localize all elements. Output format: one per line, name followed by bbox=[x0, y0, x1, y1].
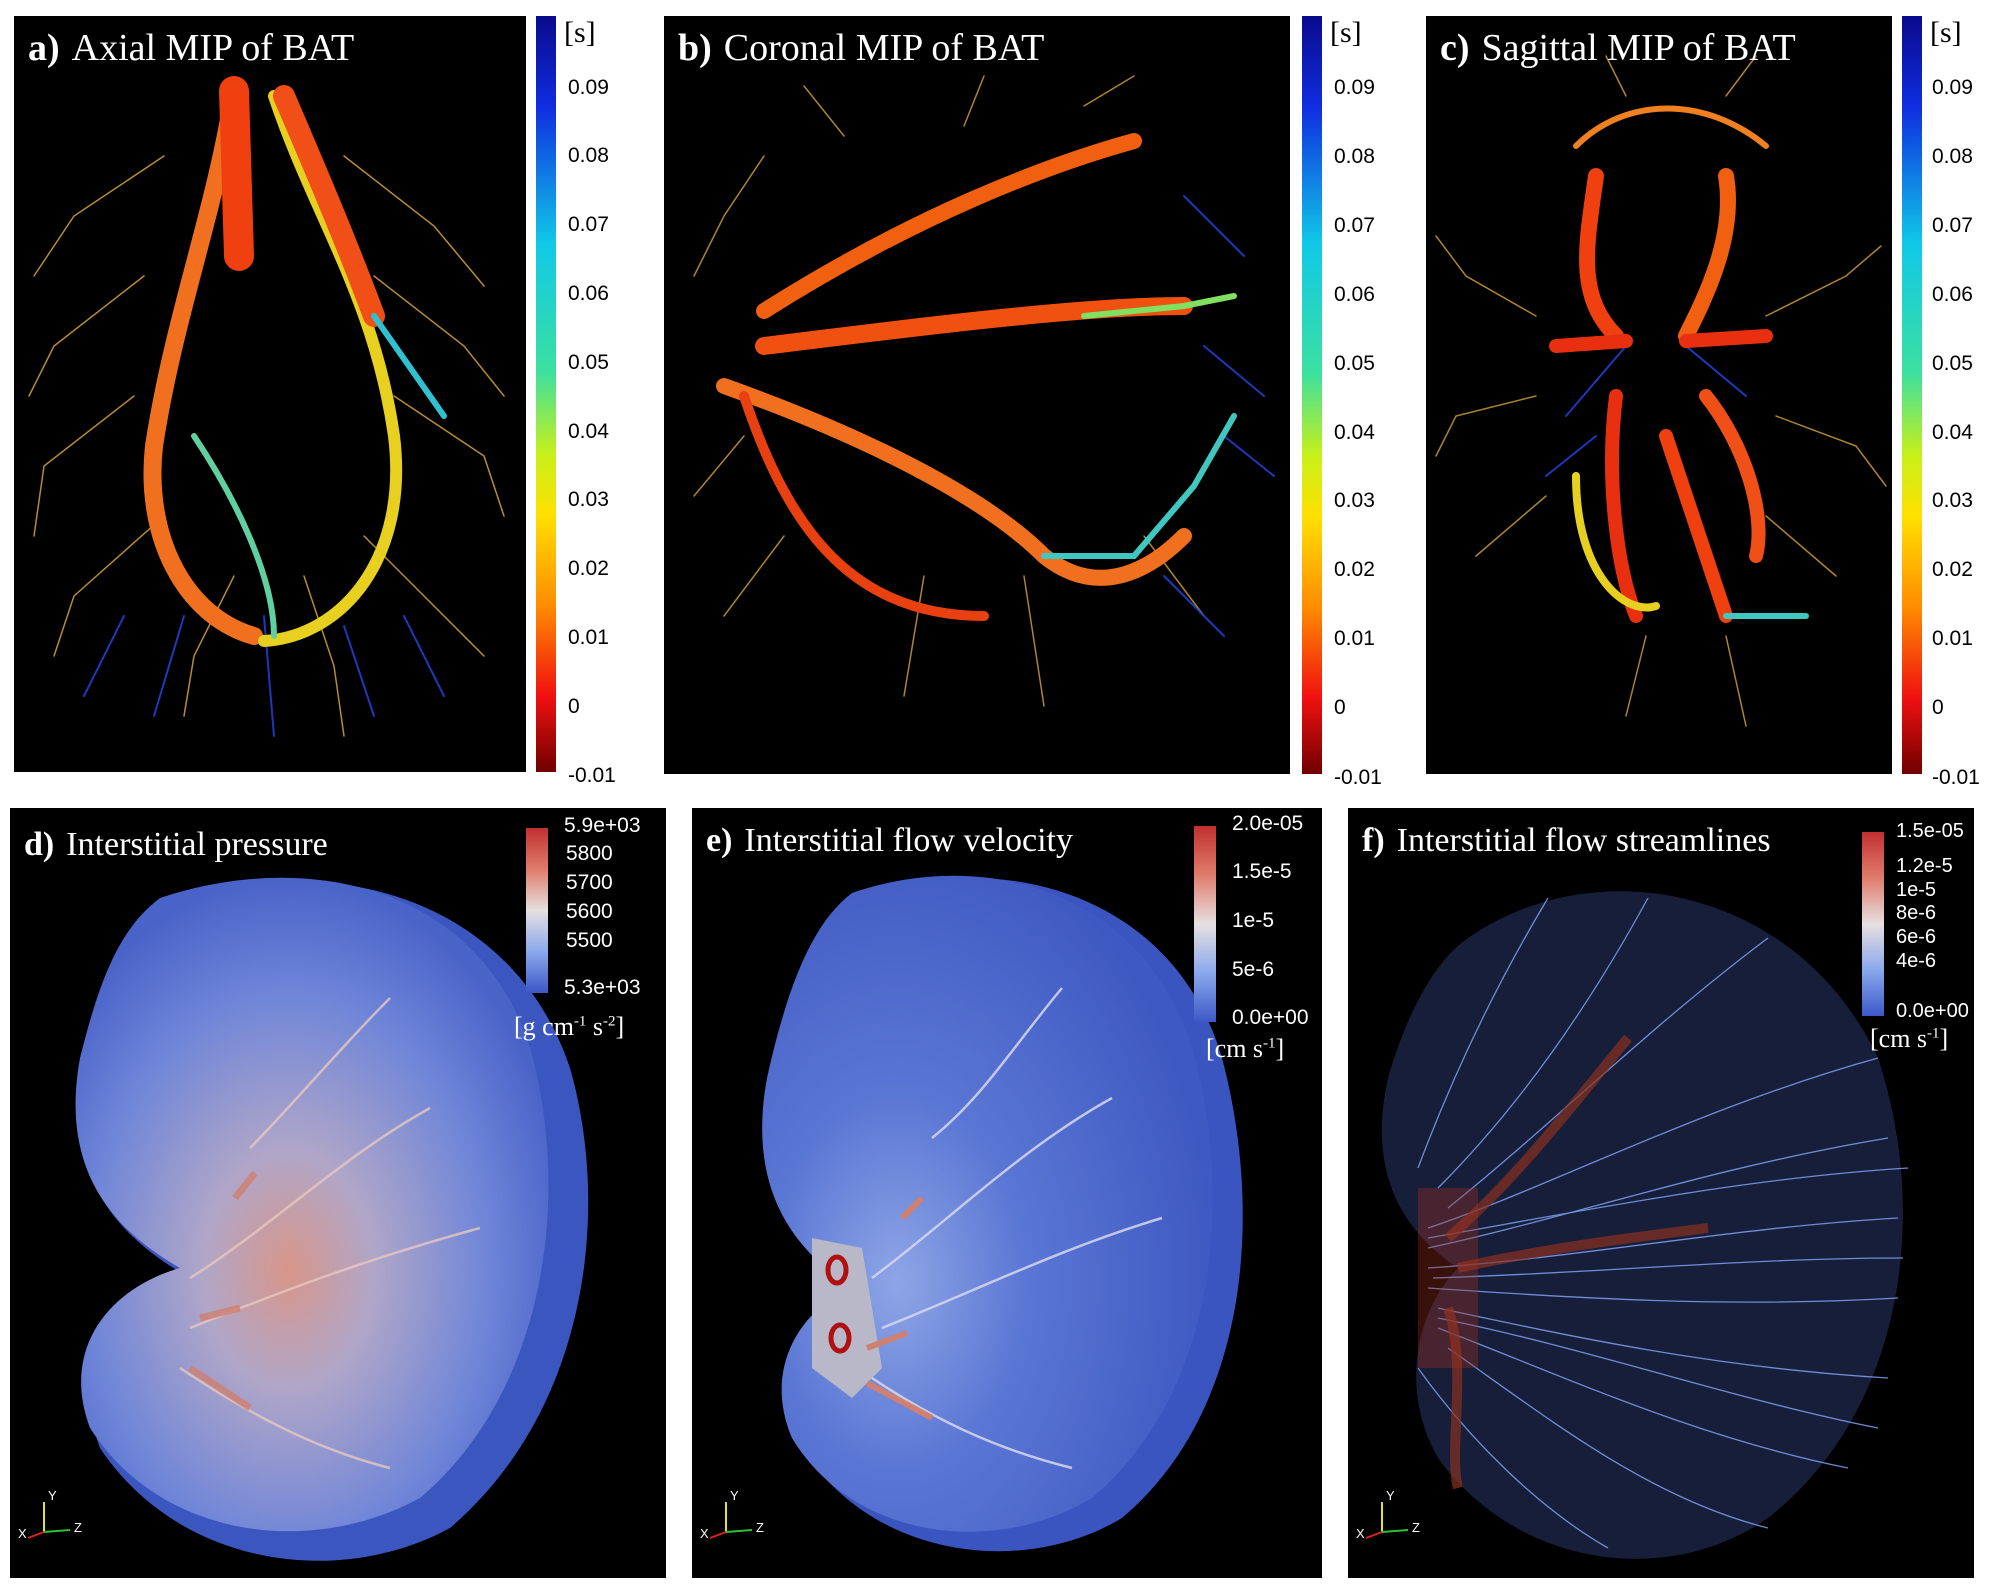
panel-b-colorbar: [s] 0.09 0.08 0.07 0.06 0.05 0.04 0.03 0… bbox=[1302, 16, 1412, 789]
panel-d-interstitial-pressure: d) Interstitial pressure 5.9e+03 5800 570… bbox=[10, 808, 666, 1578]
axis-y-label: Y bbox=[730, 1488, 739, 1503]
panel-c-tick-3: 0.06 bbox=[1932, 283, 1973, 306]
axial-vessel-render bbox=[28, 76, 505, 737]
panel-f-tick-5: 4e-6 bbox=[1896, 950, 1937, 972]
panel-c-colorbar-unit: [s] bbox=[1930, 16, 1962, 49]
axis-z-label: Z bbox=[1412, 1520, 1420, 1535]
panel-a-tick-5: 0.04 bbox=[568, 420, 609, 443]
panel-b-tick-9: 0 bbox=[1334, 696, 1346, 719]
panel-e-label: e) Interstitial flow velocity bbox=[706, 822, 1073, 859]
panel-c-tick-2: 0.07 bbox=[1932, 214, 1973, 237]
panel-f-label: f) Interstitial flow streamlines bbox=[1362, 822, 1771, 859]
panel-a-label: a) Axial MIP of BAT bbox=[28, 27, 355, 69]
panel-a-tick-3: 0.06 bbox=[568, 282, 609, 305]
panel-a-tick-8: 0.01 bbox=[568, 626, 609, 649]
panel-e-tick-2: 1e-5 bbox=[1232, 909, 1275, 932]
pressure-kidney-render bbox=[75, 877, 589, 1561]
axis-y-label: Y bbox=[1386, 1488, 1395, 1503]
velocity-kidney-render bbox=[762, 875, 1243, 1552]
panel-f-tick-1: 1.2e-5 bbox=[1896, 855, 1953, 877]
panel-a-tick-9: 0 bbox=[568, 695, 580, 718]
panel-a-colorbar-unit: [s] bbox=[564, 16, 596, 49]
panel-e-colorbar bbox=[1194, 826, 1216, 1022]
panel-a-tick-6: 0.03 bbox=[568, 488, 609, 511]
panel-c-tick-0: 0.09 bbox=[1932, 76, 1973, 99]
axis-z-label: Z bbox=[74, 1520, 82, 1535]
panel-f-colorbar bbox=[1862, 832, 1884, 1016]
panel-b-label: b) Coronal MIP of BAT bbox=[678, 27, 1045, 69]
panel-e-orientation-axes: Y X Z bbox=[700, 1484, 770, 1544]
panel-f-tick-3: 8e-6 bbox=[1896, 902, 1937, 924]
axis-x-label: X bbox=[18, 1526, 27, 1541]
panel-b-tick-7: 0.02 bbox=[1334, 558, 1375, 581]
panel-e-tick-1: 1.5e-5 bbox=[1232, 860, 1292, 883]
panel-f-tick-6: 0.0e+00 bbox=[1896, 1000, 1969, 1022]
panel-e-tick-3: 5e-6 bbox=[1232, 958, 1275, 981]
panel-c-colorbar: [s] 0.09 0.08 0.07 0.06 0.05 0.04 0.03 0… bbox=[1902, 16, 2002, 789]
panel-c-tick-8: 0.01 bbox=[1932, 627, 1973, 650]
panel-b-colorbar-unit: [s] bbox=[1330, 16, 1362, 49]
panel-b-tick-3: 0.06 bbox=[1334, 283, 1375, 306]
panel-b-tick-5: 0.04 bbox=[1334, 421, 1375, 444]
panel-f-unit: [cm s-1] bbox=[1870, 1024, 1949, 1053]
panel-a-tick-4: 0.05 bbox=[568, 351, 609, 374]
panel-b-tick-6: 0.03 bbox=[1334, 489, 1375, 512]
panel-c-tick-4: 0.05 bbox=[1932, 352, 1973, 375]
panel-a-tick-7: 0.02 bbox=[568, 557, 609, 580]
panel-d-tick-1: 5800 bbox=[566, 842, 613, 865]
panel-f-tick-2: 1e-5 bbox=[1896, 879, 1937, 901]
panel-b-tick-1: 0.08 bbox=[1334, 145, 1375, 168]
panel-d-tick-2: 5700 bbox=[566, 871, 613, 894]
axis-x-label: X bbox=[700, 1526, 709, 1541]
panel-e-unit: [cm s-1] bbox=[1206, 1034, 1285, 1063]
panel-c-tick-6: 0.03 bbox=[1932, 489, 1973, 512]
panel-c-label: c) Sagittal MIP of BAT bbox=[1440, 27, 1796, 69]
panel-b-tick-10: -0.01 bbox=[1334, 766, 1382, 789]
panel-c-tick-7: 0.02 bbox=[1932, 558, 1973, 581]
panel-d-colorbar bbox=[526, 828, 548, 993]
panel-b-tick-4: 0.05 bbox=[1334, 352, 1375, 375]
panel-a-colorbar: [s] 0.09 0.08 0.07 0.06 0.05 0.04 0.03 0… bbox=[536, 16, 646, 787]
panel-a-tick-10: -0.01 bbox=[568, 764, 616, 787]
panel-c-tick-10: -0.01 bbox=[1932, 766, 1980, 789]
streamlines-kidney-render bbox=[1381, 891, 1909, 1559]
panel-d-orientation-axes: Y X Z bbox=[18, 1484, 88, 1544]
coronal-vessel-render bbox=[693, 75, 1275, 707]
panel-f-orientation-axes: Y X Z bbox=[1356, 1484, 1426, 1544]
panel-a-tick-2: 0.07 bbox=[568, 213, 609, 236]
axis-x-label: X bbox=[1356, 1526, 1365, 1541]
panel-d-tick-5: 5.3e+03 bbox=[564, 976, 641, 999]
panel-b-coronal-mip: b) Coronal MIP of BAT bbox=[664, 16, 1290, 774]
panel-a-axial-mip: a) Axial MIP of BAT bbox=[14, 16, 526, 772]
panel-d-tick-3: 5600 bbox=[566, 900, 613, 923]
sagittal-vessel-render bbox=[1435, 55, 1887, 727]
panel-f-tick-4: 6e-6 bbox=[1896, 926, 1937, 948]
panel-a-tick-0: 0.09 bbox=[568, 76, 609, 99]
panel-d-tick-0: 5.9e+03 bbox=[564, 814, 641, 837]
panel-d-unit: [g cm-1 s-2] bbox=[514, 1012, 625, 1041]
panel-b-tick-2: 0.07 bbox=[1334, 214, 1375, 237]
panel-c-tick-5: 0.04 bbox=[1932, 421, 1973, 444]
panel-e-interstitial-flow-velocity: e) Interstitial flow velocity 2.0e-05 1.5… bbox=[692, 808, 1322, 1578]
axis-z-label: Z bbox=[756, 1520, 764, 1535]
panel-e-tick-0: 2.0e-05 bbox=[1232, 812, 1304, 835]
panel-c-tick-1: 0.08 bbox=[1932, 145, 1973, 168]
panel-a-tick-1: 0.08 bbox=[568, 144, 609, 167]
panel-f-interstitial-flow-streamlines: f) Interstitial flow streamlines 1.5e-05 … bbox=[1348, 808, 1974, 1578]
panel-c-tick-9: 0 bbox=[1932, 696, 1944, 719]
panel-b-tick-0: 0.09 bbox=[1334, 76, 1375, 99]
panel-e-tick-4: 0.0e+00 bbox=[1232, 1006, 1309, 1029]
axis-y-label: Y bbox=[48, 1488, 57, 1503]
panel-d-label: d) Interstitial pressure bbox=[24, 826, 328, 863]
panel-d-tick-4: 5500 bbox=[566, 929, 613, 952]
panel-f-tick-0: 1.5e-05 bbox=[1896, 820, 1964, 842]
panel-c-sagittal-mip: c) Sagittal MIP of BAT bbox=[1426, 16, 1892, 774]
panel-b-tick-8: 0.01 bbox=[1334, 627, 1375, 650]
